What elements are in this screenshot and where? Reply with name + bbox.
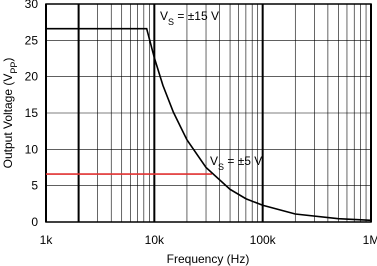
annotation-part: S <box>168 17 174 27</box>
x-axis-title: Frequency (Hz) <box>167 252 250 266</box>
y-tick-label: 25 <box>25 33 39 47</box>
y-tick-label: 0 <box>31 215 38 229</box>
x-tick-label: 10k <box>145 233 165 247</box>
x-tick-label: 1M <box>363 233 377 247</box>
annotation-part: V <box>160 9 168 23</box>
y-tick-label: 30 <box>25 0 39 11</box>
y-tick-label: 10 <box>25 142 39 156</box>
x-tick-label: 100k <box>250 233 277 247</box>
plot-border <box>45 3 372 223</box>
line <box>46 27 372 222</box>
y-tick-label: 20 <box>25 70 39 84</box>
x-tick-label: 1k <box>40 233 54 247</box>
annotation: VS = ±15 V <box>160 9 219 27</box>
annotation-part: = ±15 V <box>174 9 219 23</box>
y-axis-title-part: Output Voltage (V <box>1 74 15 169</box>
y-axis-title-part: PP <box>9 62 19 74</box>
annotation-part: V <box>210 154 218 168</box>
y-axis-title-part: ) <box>1 58 15 62</box>
y-tick-label: 5 <box>31 179 38 193</box>
annotation-part: = ±5 V <box>224 154 262 168</box>
y-axis-title: Output Voltage (VPP) <box>1 58 19 169</box>
annotation: VS = ±5 V <box>210 154 262 172</box>
y-tick-label: 15 <box>25 106 39 120</box>
annotation-part: S <box>218 162 224 172</box>
